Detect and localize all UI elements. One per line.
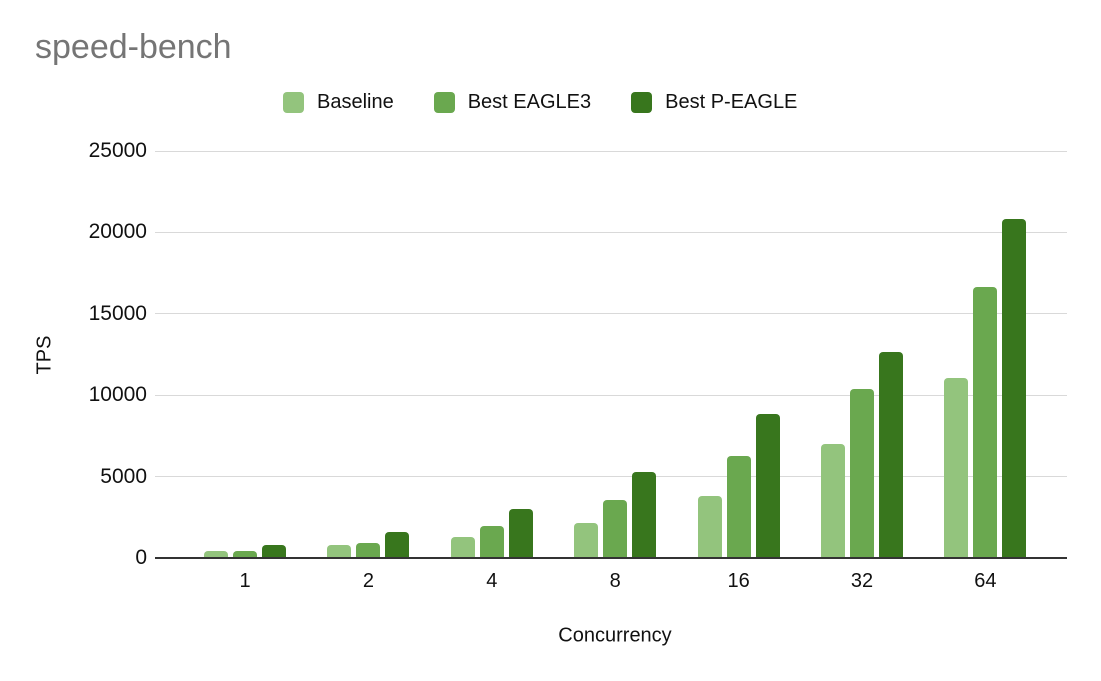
y-tick-label: 15000 — [88, 301, 147, 325]
gridline — [155, 476, 1067, 478]
bar-baseline-c32[interactable] — [821, 444, 845, 558]
x-tick-label: 64 — [974, 570, 997, 592]
x-tick-label: 2 — [362, 570, 374, 592]
bar-best-eagle3-c4[interactable] — [480, 526, 504, 558]
x-tick-label: 1 — [239, 570, 251, 592]
bar-best-eagle3-c1[interactable] — [233, 551, 257, 558]
x-axis-line — [155, 557, 1067, 559]
y-axis-title: TPS — [33, 335, 56, 374]
legend: Baseline Best EAGLE3 Best P-EAGLE — [283, 91, 797, 114]
x-tick-label: 16 — [727, 570, 750, 592]
plot-area — [155, 150, 1067, 559]
gridline — [155, 150, 1067, 152]
legend-swatch — [283, 92, 304, 113]
legend-swatch — [631, 92, 653, 113]
bar-best-eagle3-c16[interactable] — [727, 456, 751, 558]
bar-best-p-eagle-c8[interactable] — [632, 472, 656, 558]
gridline — [155, 313, 1067, 315]
legend-label: Best P-EAGLE — [665, 91, 798, 113]
bar-best-p-eagle-c32[interactable] — [879, 352, 903, 558]
bar-best-p-eagle-c16[interactable] — [756, 414, 780, 558]
bar-baseline-c4[interactable] — [451, 537, 475, 558]
bar-best-p-eagle-c2[interactable] — [385, 532, 409, 558]
y-tick-label: 0 — [135, 546, 147, 569]
bar-best-eagle3-c32[interactable] — [850, 389, 874, 558]
bar-baseline-c2[interactable] — [327, 545, 351, 558]
x-tick-label: 4 — [486, 570, 498, 592]
y-tick-label: 20000 — [88, 220, 147, 244]
gridline — [155, 231, 1067, 233]
legend-label: Baseline — [317, 91, 394, 113]
gridline — [155, 394, 1067, 396]
y-tick-label: 10000 — [88, 383, 147, 407]
legend-item-baseline[interactable]: Baseline — [283, 91, 394, 114]
bar-best-p-eagle-c1[interactable] — [262, 545, 286, 558]
bar-best-eagle3-c8[interactable] — [603, 500, 627, 558]
x-tick-label: 8 — [609, 570, 621, 592]
legend-item-best-eagle3[interactable]: Best EAGLE3 — [433, 91, 592, 114]
legend-swatch — [433, 92, 455, 113]
legend-item-best-p-eagle[interactable]: Best P-EAGLE — [631, 91, 797, 114]
x-tick-label: 32 — [850, 570, 874, 592]
bar-baseline-c8[interactable] — [574, 523, 598, 558]
chart-title: speed-bench — [35, 28, 232, 66]
legend-label: Best EAGLE3 — [467, 91, 592, 113]
bar-best-p-eagle-c4[interactable] — [509, 509, 533, 558]
bar-baseline-c1[interactable] — [204, 551, 228, 558]
y-tick-label: 25000 — [88, 139, 147, 162]
bar-best-eagle3-c64[interactable] — [973, 287, 997, 558]
bar-best-p-eagle-c64[interactable] — [1002, 219, 1026, 558]
bar-baseline-c64[interactable] — [944, 378, 968, 558]
x-axis-title: Concurrency — [558, 624, 672, 647]
bar-baseline-c16[interactable] — [698, 496, 722, 558]
y-tick-label: 5000 — [100, 464, 147, 488]
bar-best-eagle3-c2[interactable] — [356, 543, 380, 558]
